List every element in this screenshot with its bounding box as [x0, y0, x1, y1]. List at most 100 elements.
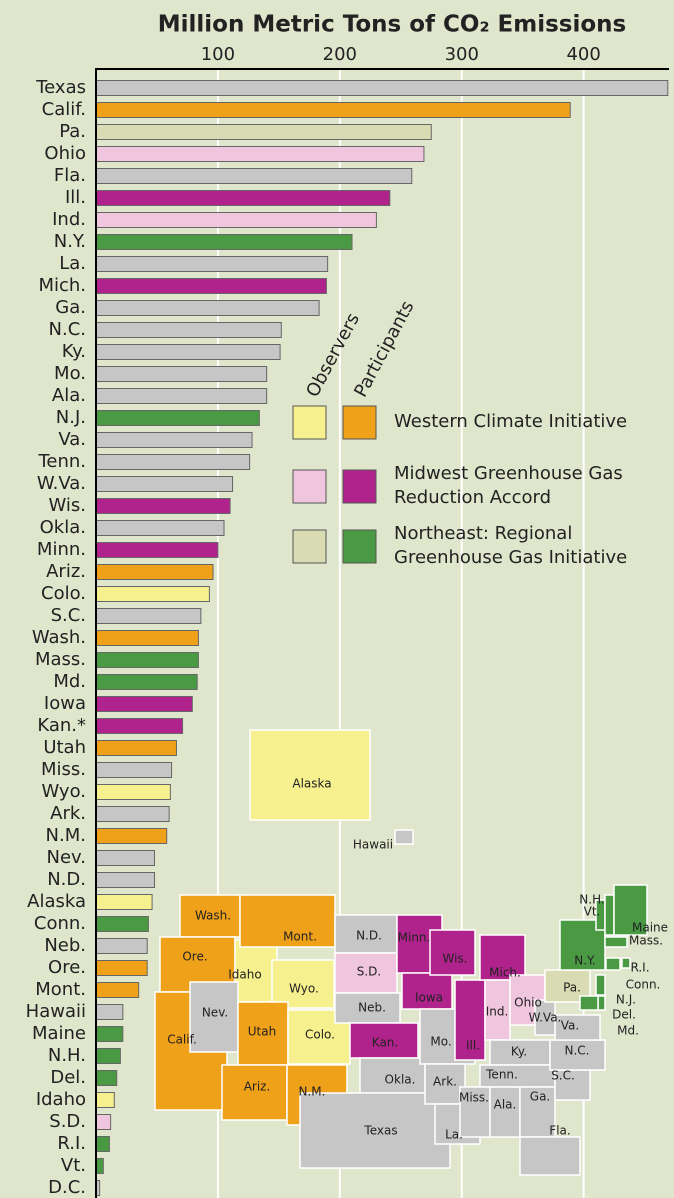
y-tick-label: Hawaii	[26, 1001, 86, 1022]
map-state	[559, 919, 606, 971]
bar	[95, 366, 268, 382]
map-label: Ark.	[433, 1075, 457, 1089]
map-state	[424, 1063, 466, 1105]
map-label: Ariz.	[244, 1080, 271, 1094]
legend-label: Greenhouse Gas Initiative	[394, 547, 627, 568]
bar	[95, 146, 425, 162]
map-label: Maine	[632, 921, 668, 935]
bar	[95, 388, 268, 404]
map-label: Conn.	[626, 978, 661, 992]
map-state	[605, 957, 621, 971]
y-tick-label: Conn.	[34, 913, 86, 934]
bar	[95, 608, 202, 624]
legend-swatch	[292, 405, 327, 440]
map-label: Mass.	[629, 934, 663, 948]
legend-label: Northeast: Regional	[394, 523, 572, 544]
map-label: N.H.	[579, 893, 604, 907]
map-label: Va.	[561, 1019, 579, 1033]
y-tick-label: Tenn.	[37, 451, 86, 472]
y-tick-label: N.C.	[49, 319, 86, 340]
bar	[95, 80, 669, 96]
y-tick-label: Alaska	[27, 891, 86, 912]
map-label: Wyo.	[289, 982, 319, 996]
map-state	[234, 939, 278, 1003]
bar	[95, 1048, 121, 1064]
y-tick-label: Mont.	[35, 979, 86, 1000]
map-label: S.D.	[357, 965, 382, 979]
y-tick-label: Pa.	[59, 121, 86, 142]
y-tick-label: Wis.	[48, 495, 86, 516]
y-tick-label: Fla.	[54, 165, 86, 186]
bar	[95, 344, 281, 360]
y-tick-label: Mass.	[35, 649, 86, 670]
y-tick-label: Ariz.	[46, 561, 86, 582]
map-label: Ind.	[486, 1005, 509, 1019]
bar	[95, 124, 432, 140]
y-tick-label: Del.	[50, 1067, 86, 1088]
y-tick-label: Calif.	[42, 99, 86, 120]
map-label: Ga.	[530, 1090, 550, 1104]
y-tick-label: Mo.	[54, 363, 86, 384]
bar	[95, 828, 168, 844]
y-tick-label: N.H.	[48, 1045, 86, 1066]
legend-label: Midwest Greenhouse Gas	[394, 463, 623, 484]
y-tick-label: Ohio	[44, 143, 86, 164]
bar	[95, 1136, 110, 1152]
map-label: N.D.	[356, 929, 382, 943]
y-tick-label: N.M.	[46, 825, 86, 846]
legend-label: Western Climate Initiative	[394, 411, 627, 432]
bar	[95, 916, 149, 932]
bar	[95, 894, 153, 910]
map-state	[239, 894, 336, 948]
bar	[95, 234, 353, 250]
y-tick-label: Ala.	[52, 385, 86, 406]
map-label: Ill.	[466, 1039, 480, 1053]
map-label: Miss.	[459, 1091, 489, 1105]
y-tick-label: Iowa	[44, 693, 86, 714]
map-state	[429, 929, 476, 976]
map-state	[401, 972, 453, 1010]
map: Alaska Hawaii Wash. Ore. Calif. Idaho Nev. Mont…	[154, 729, 668, 1176]
y-tick-label: Okla.	[40, 517, 86, 538]
map-state	[334, 914, 398, 954]
y-tick-label: Miss.	[41, 759, 86, 780]
map-state	[179, 894, 241, 938]
bar	[95, 1092, 115, 1108]
map-state	[189, 981, 239, 1053]
map-state	[349, 1022, 419, 1059]
bar	[95, 1070, 118, 1086]
map-label: N.J.	[616, 993, 636, 1007]
map-state	[334, 952, 398, 994]
y-tick-label: Colo.	[41, 583, 86, 604]
bar	[95, 982, 140, 998]
map-state	[595, 974, 606, 996]
bar	[95, 762, 173, 778]
map-label: W.Va.	[529, 1011, 562, 1025]
y-tick-label: Utah	[43, 737, 86, 758]
bar	[95, 542, 219, 558]
bar	[95, 652, 199, 668]
map-state	[249, 729, 371, 821]
y-tick-label: Md.	[53, 671, 86, 692]
map-label: Fla.	[549, 1124, 570, 1138]
map-state	[604, 894, 615, 936]
map-state	[394, 829, 414, 845]
map-label: Wis.	[442, 952, 467, 966]
map-label: Mich.	[489, 966, 521, 980]
bar	[95, 564, 214, 580]
bar	[95, 784, 171, 800]
map-label: Md.	[617, 1024, 639, 1038]
legend-swatch	[292, 469, 327, 504]
map-state	[454, 979, 486, 1061]
map-label: Ala.	[494, 1098, 517, 1112]
y-tick-label: La.	[59, 253, 86, 274]
y-tick-label: Maine	[32, 1023, 86, 1044]
chart-title: Million Metric Tons of CO₂ Emissions	[158, 12, 626, 38]
y-tick-label: R.I.	[57, 1133, 86, 1154]
bar	[95, 1004, 124, 1020]
map-label: Calif.	[167, 1033, 197, 1047]
map-label: Mont.	[283, 930, 317, 944]
map-label: Utah	[248, 1025, 276, 1039]
bar	[95, 1158, 104, 1174]
